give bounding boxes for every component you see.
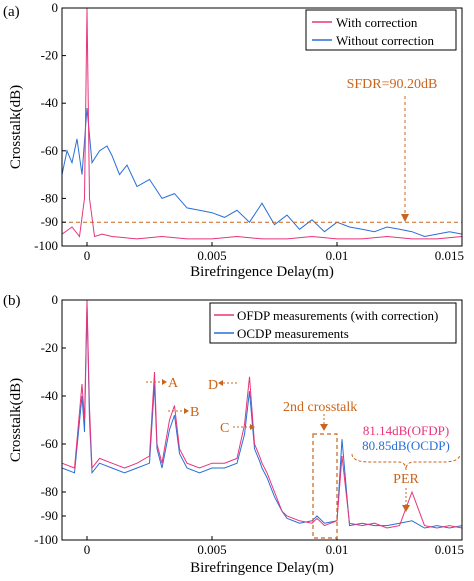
series-line-b-with — [61, 299, 463, 529]
arrow-d-head — [218, 380, 223, 386]
x-ticks-a: 0 0.005 0.01 0.015 — [84, 242, 464, 263]
legend-box-b — [209, 302, 457, 344]
y-tick-label-b-6: -100 — [34, 532, 58, 547]
y-tick-label-b-2: -40 — [41, 388, 58, 403]
label-d: D — [208, 378, 218, 393]
y-tick-label-a-6: -100 — [34, 238, 58, 253]
plot-frame-a — [61, 7, 463, 247]
y-tick-label-b-4: -80 — [41, 484, 58, 499]
x-tick-label-b-2: 0.01 — [326, 542, 349, 557]
x-tick-label-b-3: 0.015 — [435, 542, 464, 557]
arrow-c-head — [250, 424, 255, 430]
y-ticks-b: 0 -20 -40 -60 -80 -90 -100 — [34, 292, 66, 547]
per-value-ocdp: 80.85dB(OCDP) — [362, 438, 450, 453]
per-label: PER — [393, 472, 419, 487]
second-crosstalk-box — [312, 433, 338, 539]
x-tick-label-a-1: 0.005 — [197, 248, 226, 263]
x-ticks-b: 0 0.005 0.01 0.015 — [84, 536, 464, 557]
series-line-b-without — [61, 304, 463, 529]
y-axis-label-b: Crosstalk(dB) — [8, 378, 24, 462]
label-c: C — [220, 421, 229, 436]
x-axis-label-b: Birefringence Delay(m) — [190, 560, 334, 576]
y-tick-label-a-1: -20 — [41, 48, 58, 63]
y-tick-label-a-2: -40 — [41, 95, 58, 110]
per-arrow-head — [402, 505, 410, 512]
second-crosstalk-annotation: 2nd crosstalk — [283, 400, 357, 539]
per-value-ofdp: 81.14dB(OFDP) — [363, 423, 449, 438]
y-tick-label-a-3: -60 — [41, 143, 58, 158]
plot-frame-b — [61, 299, 463, 541]
x-tick-label-b-0: 0 — [84, 542, 91, 557]
y-tick-label-b-5: -90 — [41, 508, 58, 523]
label-a: A — [168, 376, 179, 391]
x-tick-label-b-1: 0.005 — [197, 542, 226, 557]
x-tick-label-a-2: 0.01 — [326, 248, 349, 263]
panel-label-a: (a) — [3, 4, 20, 20]
legend-a: With correction Without correction — [305, 9, 457, 51]
arrow-a-head — [162, 379, 167, 385]
y-tick-label-b-1: -20 — [41, 340, 58, 355]
y-tick-label-a-4: -80 — [41, 190, 58, 205]
x-axis-label-a: Birefringence Delay(m) — [190, 264, 334, 280]
peak-annotations: A B C D — [146, 376, 255, 436]
legend-entry-with-correction: With correction — [336, 15, 418, 30]
label-second-crosstalk: 2nd crosstalk — [283, 400, 357, 415]
series-line-a-without — [61, 107, 463, 238]
series-line-a-with — [61, 7, 463, 240]
y-tick-label-b-0: 0 — [52, 292, 59, 307]
y-tick-label-a-5: -90 — [41, 214, 58, 229]
sfdr-arrow-head — [401, 214, 409, 222]
legend-entry-without-correction: Without correction — [336, 33, 435, 48]
y-axis-label-a: Crosstalk(dB) — [8, 85, 24, 169]
legend-box-a — [305, 9, 457, 51]
x-tick-label-a-3: 0.015 — [435, 248, 464, 263]
legend-b: OFDP measurements (with correction) OCDP… — [209, 302, 457, 344]
x-tick-label-a-0: 0 — [84, 248, 91, 263]
per-annotation: 81.14dB(OFDP) 80.85dB(OCDP) PER — [351, 423, 461, 512]
second-crosstalk-arrow-head — [320, 424, 328, 431]
series-group-b — [61, 299, 463, 529]
legend-entry-ocdp: OCDP measurements — [237, 326, 349, 341]
label-b: B — [190, 405, 199, 420]
series-group-a — [61, 7, 463, 240]
y-tick-label-a-0: 0 — [52, 0, 59, 15]
per-brace — [351, 453, 461, 471]
annotation-sfdr: SFDR=90.20dB — [347, 77, 438, 92]
panel-b: (b) 0 -20 -40 -60 -80 -90 -100 0 0.005 0.01 0.015… — [3, 292, 464, 576]
panel-a: (a) 0 -20 -40 -60 -80 -90 -100 0 0.005 0.01 0.015… — [3, 0, 464, 280]
y-tick-label-b-3: -60 — [41, 436, 58, 451]
y-ticks-a: 0 -20 -40 -60 -80 -90 -100 — [34, 0, 66, 253]
arrow-b-head — [184, 408, 189, 414]
legend-entry-ofdp: OFDP measurements (with correction) — [237, 308, 438, 323]
panel-label-b: (b) — [3, 293, 21, 309]
